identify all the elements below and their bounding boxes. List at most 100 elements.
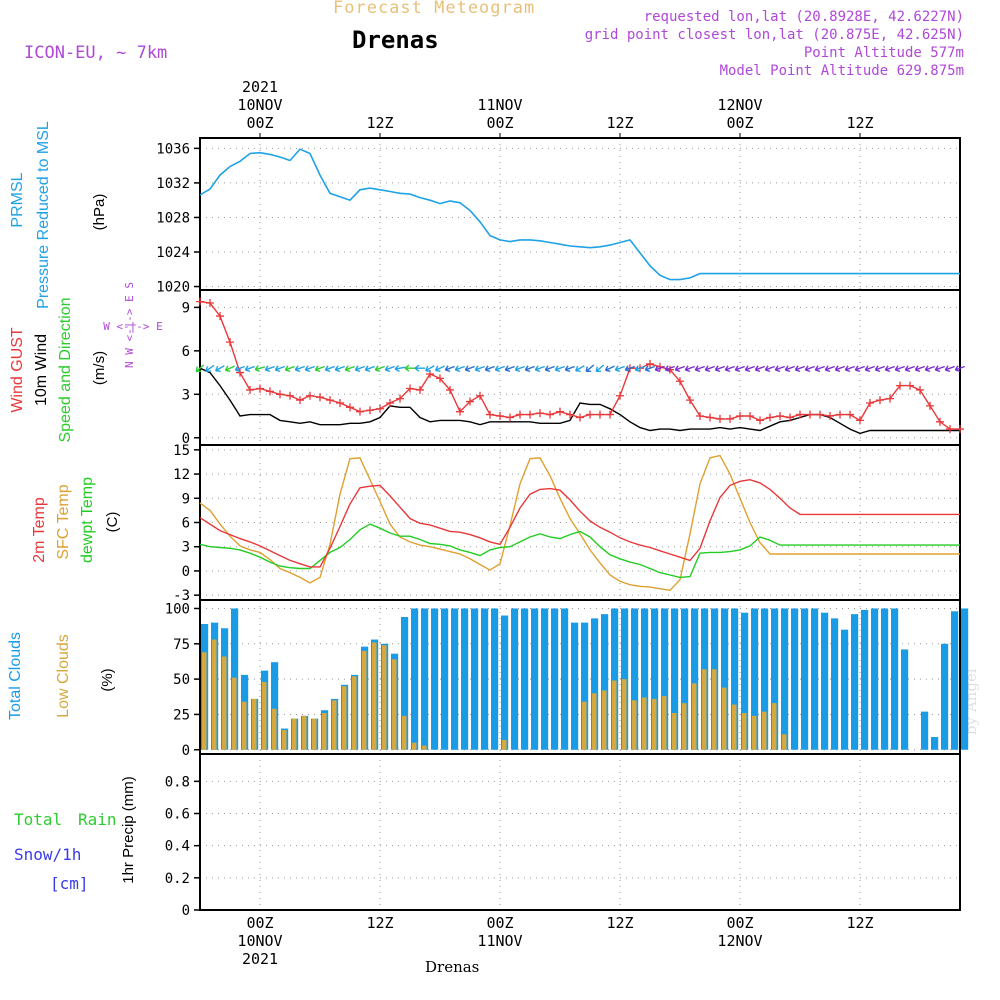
gust-marker — [786, 413, 794, 422]
total-cloud-bar — [901, 649, 909, 750]
wind-arrow-shape — [834, 365, 845, 373]
pressure-label-2: Pressure Reduced to MSL — [35, 121, 52, 309]
wind-arrow-shape — [954, 365, 965, 373]
wind-arrow — [234, 365, 245, 373]
total-cloud-bar — [871, 608, 879, 750]
gust-marker — [736, 412, 744, 421]
wind-arrow-shape — [244, 365, 255, 373]
wind-arrow — [664, 365, 675, 373]
ytick-label: 3 — [182, 540, 190, 556]
time-label-bottom: 2021 — [242, 950, 278, 968]
wind-arrow-shape — [564, 365, 575, 373]
wind-arrow — [264, 365, 275, 373]
total-cloud-bar — [721, 608, 729, 750]
wind-arrow — [524, 365, 535, 373]
wind-arrow — [434, 365, 445, 373]
gust-marker — [216, 312, 224, 321]
temp-2m-label: 2m Temp — [31, 497, 48, 563]
total-cloud-bar — [471, 608, 479, 750]
gust-marker — [906, 381, 914, 390]
wind-arrow-shape — [774, 365, 785, 373]
total-cloud-bar — [771, 608, 779, 750]
wind-arrow-shape — [674, 365, 685, 373]
clouds-unit: (%) — [99, 668, 116, 691]
wind-arrow-shape — [684, 365, 695, 373]
low-cloud-bar — [332, 700, 337, 750]
gust-marker — [776, 412, 784, 421]
wind-arrow — [334, 365, 345, 373]
wind-arrow-shape — [334, 365, 345, 373]
time-label-bottom: 12Z — [366, 914, 393, 932]
time-label-top: 00Z — [486, 114, 513, 132]
wind-arrow-shape — [764, 365, 775, 373]
total-cloud-bar — [521, 608, 529, 750]
wind-arrow-shape — [884, 365, 895, 373]
wind-arrow-shape — [264, 365, 275, 373]
wind-arrow — [404, 364, 415, 372]
wind-arrow-shape — [384, 365, 395, 373]
wind-arrow-shape — [494, 365, 505, 373]
gust-marker — [696, 412, 704, 421]
gust-marker — [916, 385, 924, 394]
total-cloud-bar — [811, 608, 819, 750]
wind-arrow-shape — [644, 365, 655, 373]
wind-arrow — [714, 365, 725, 373]
total-cloud-bar — [541, 608, 549, 750]
gust-marker — [796, 410, 804, 419]
low-cloud-bar — [672, 713, 677, 750]
time-label-bottom: 12Z — [606, 914, 633, 932]
wind-arrow — [854, 365, 865, 373]
gust-marker — [346, 403, 354, 412]
wind-arrow-shape — [874, 365, 885, 373]
time-label-top: 12Z — [606, 114, 633, 132]
gust-marker — [936, 417, 944, 426]
wind-arrow-shape — [864, 365, 875, 373]
wind-arrow — [784, 365, 795, 373]
ytick-label: 0 — [182, 743, 190, 759]
total-cloud-bar — [651, 608, 659, 750]
time-label-bottom: 00Z — [726, 914, 753, 932]
pressure-line — [199, 148, 960, 281]
gust-marker — [226, 338, 234, 347]
wind-arrow — [384, 365, 395, 373]
wind-arrow-shape — [224, 365, 235, 373]
gust-marker — [406, 384, 414, 393]
gust-marker — [866, 398, 874, 407]
wind-arrow — [744, 365, 755, 373]
wind-arrow — [704, 365, 715, 373]
wind-arrow-shape — [575, 365, 585, 373]
wind-arrow-shape — [554, 365, 565, 373]
wind-arrow-shape — [904, 365, 915, 373]
low-cloud-bar — [322, 713, 327, 750]
precip-unit: 1hr Precip (mm) — [120, 776, 137, 884]
gust-marker — [356, 407, 364, 416]
total-cloud-bar — [861, 609, 869, 750]
point-altitude: Point Altitude 577m — [803, 45, 964, 61]
ytick-label: 0.2 — [165, 871, 190, 887]
gust-marker — [296, 396, 304, 405]
gust-marker — [516, 410, 524, 419]
gust-marker — [596, 410, 604, 419]
compass: N W <-|-> E S — [123, 282, 136, 368]
total-cloud-bar — [781, 608, 789, 750]
wind-arrow — [624, 365, 635, 373]
wind-arrow — [554, 365, 565, 373]
ytick-label: 1020 — [156, 280, 190, 296]
wind-arrow — [884, 365, 895, 373]
wind-arrow-shape — [654, 365, 665, 373]
low-cloud-bar — [232, 677, 237, 750]
low-cloud-bar — [272, 708, 277, 750]
wind-arrow-shape — [794, 365, 805, 373]
gust-marker — [606, 410, 614, 419]
pressure-label: PRMSL — [9, 172, 26, 227]
wind-arrow — [874, 365, 885, 373]
gust-marker — [856, 416, 864, 425]
wind-arrow-shape — [344, 365, 355, 373]
wind-arrow — [215, 365, 225, 373]
wind-arrow — [274, 365, 285, 373]
low-cloud-bar — [702, 669, 707, 750]
total-cloud-bar — [851, 614, 859, 750]
gust-marker — [396, 394, 404, 403]
ytick-label: 100 — [165, 601, 190, 617]
wind-arrow-shape — [414, 364, 425, 372]
